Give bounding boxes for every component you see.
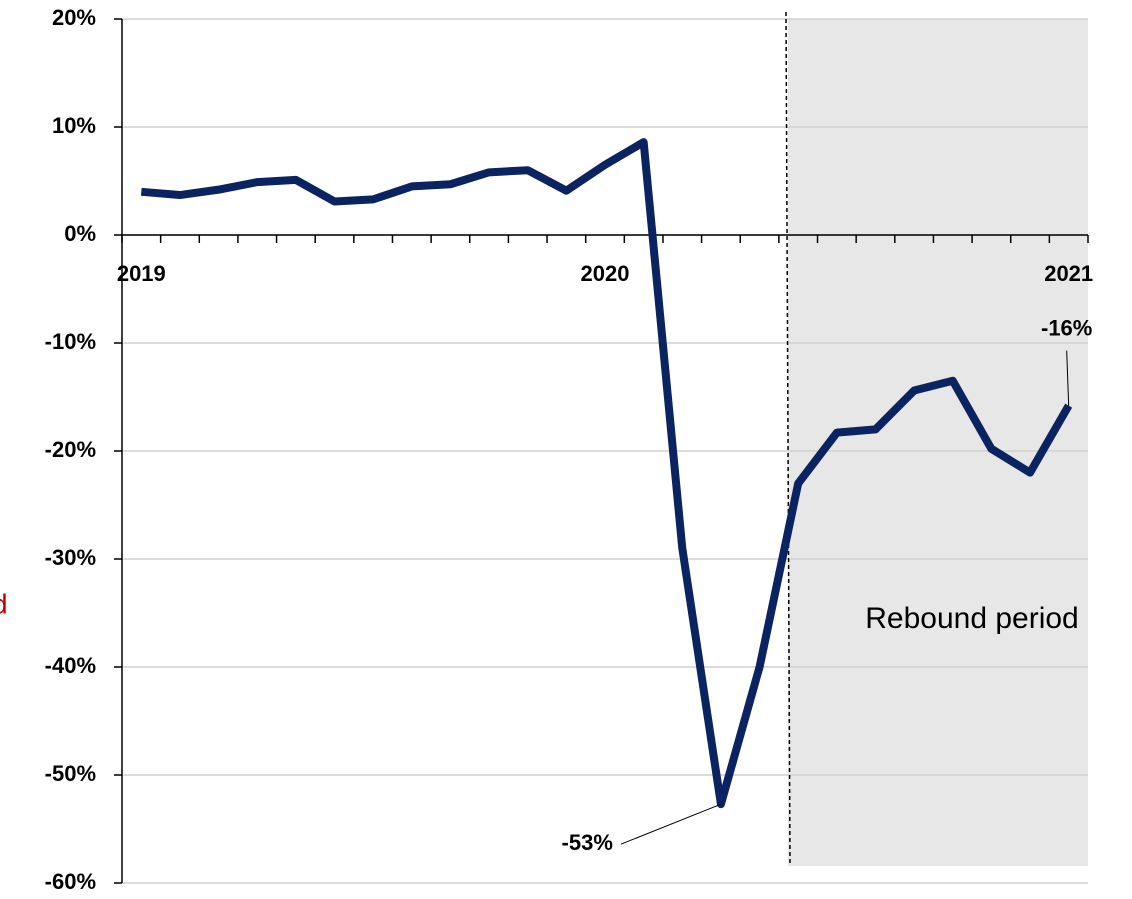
value-label: -53% [562, 830, 613, 855]
annotation: Rebound period [865, 602, 1079, 635]
y-tick-label: 0% [64, 221, 96, 246]
y-tick-label: -50% [45, 761, 96, 786]
y-tick-label: -60% [45, 869, 96, 894]
y-tick-label: 10% [52, 113, 96, 138]
value-label: -16% [1041, 315, 1092, 340]
y-tick-label: -30% [45, 545, 96, 570]
y-tick-label: 20% [52, 5, 96, 30]
x-tick-label: 2020 [581, 261, 630, 286]
rebound-divider [785, 11, 791, 867]
side-note: d [0, 588, 8, 619]
rebound-shading [788, 19, 1088, 866]
x-tick-label: 2019 [117, 261, 166, 286]
y-tick-label: -10% [45, 329, 96, 354]
label-leader [620, 803, 722, 845]
y-tick-label: -40% [45, 653, 96, 678]
y-tick-label: -20% [45, 437, 96, 462]
x-tick-label: 2021 [1044, 261, 1093, 286]
label-leader [1066, 350, 1070, 406]
data-line [140, 138, 1073, 809]
